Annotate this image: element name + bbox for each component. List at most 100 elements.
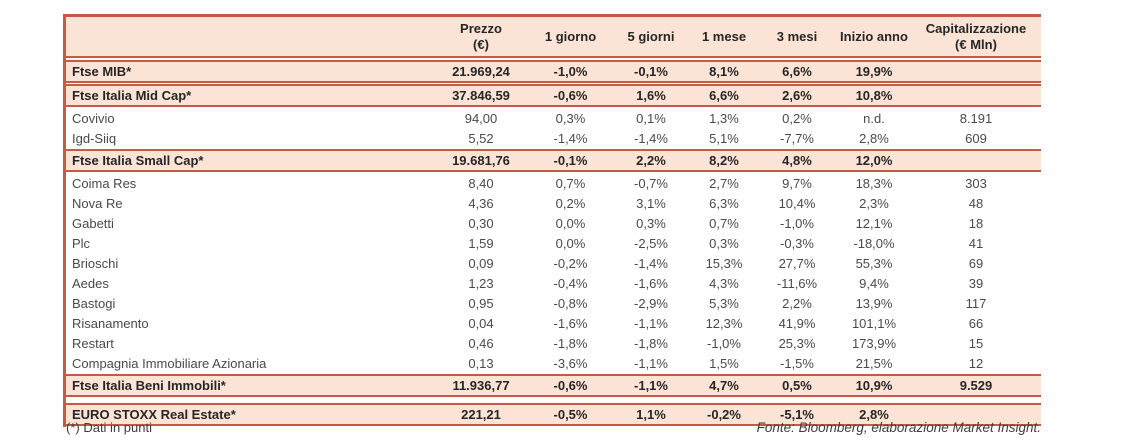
column-header-cap: Capitalizzazione (€ Mln) — [925, 20, 1027, 52]
cell-5-giorni: -1,1% — [634, 315, 668, 331]
cell-capitalizzazione: 8.191 — [959, 110, 993, 126]
table-row: Igd-Siiq 5,52 -1,4% -1,4% 5,1% -7,7% 2,8… — [66, 128, 1041, 148]
cell-prezzo: 5,52 — [468, 130, 494, 146]
cell-inizio-anno: 21,5% — [855, 355, 893, 371]
cell-capitalizzazione: 12 — [968, 355, 984, 371]
cell-1-giorno: -0,6% — [553, 88, 588, 103]
cell-1-giorno: -1,6% — [553, 315, 588, 331]
cell-1-mese: 0,3% — [709, 235, 739, 251]
table-row: Covivio 94,00 0,3% 0,1% 1,3% 0,2% n.d. 8… — [66, 108, 1041, 128]
cell-1-mese: 1,3% — [709, 110, 739, 126]
cell-1-giorno: -0,6% — [553, 378, 588, 393]
cell-1-giorno: -0,5% — [553, 407, 588, 422]
cell-capitalizzazione: 69 — [968, 255, 984, 271]
cell-3-mesi: 2,2% — [782, 295, 812, 311]
table-row: Plc 1,59 0,0% -2,5% 0,3% -0,3% -18,0% 41 — [66, 233, 1041, 253]
cell-1-mese: 6,6% — [709, 88, 739, 103]
cell-name: Igd-Siiq — [72, 130, 117, 146]
column-header-prezzo: Prezzo (€) — [460, 20, 502, 52]
cell-inizio-anno: 12,0% — [855, 153, 893, 168]
cell-5-giorni: 3,1% — [636, 195, 666, 211]
cell-name: Coima Res — [72, 175, 137, 191]
cell-3-mesi: -5,1% — [780, 407, 814, 422]
cell-5-giorni: -0,1% — [634, 64, 668, 79]
cell-3-mesi: 25,3% — [778, 335, 816, 351]
cell-inizio-anno: 19,9% — [855, 64, 893, 79]
column-header-g1: 1 giorno — [544, 28, 597, 44]
cell-prezzo: 1,23 — [468, 275, 494, 291]
cell-name: EURO STOXX Real Estate* — [72, 407, 236, 422]
cell-inizio-anno: 2,8% — [859, 130, 889, 146]
cell-1-giorno: -1,4% — [553, 130, 588, 146]
cell-prezzo: 0,30 — [468, 215, 494, 231]
cell-name: Ftse Italia Small Cap* — [72, 153, 204, 168]
cell-capitalizzazione: 15 — [968, 335, 984, 351]
cell-5-giorni: 1,1% — [636, 407, 666, 422]
table-row: Ftse Italia Mid Cap* 37.846,59 -0,6% 1,6… — [66, 84, 1041, 107]
source-credit: Fonte: Bloomberg, elaborazione Market In… — [756, 420, 1041, 435]
cell-1-mese: 5,3% — [709, 295, 739, 311]
table-row: Ftse Italia Beni Immobili* 11.936,77 -0,… — [66, 374, 1041, 397]
cell-5-giorni: -0,7% — [634, 175, 668, 191]
cell-prezzo: 221,21 — [461, 407, 501, 422]
cell-name: Nova Re — [72, 195, 123, 211]
cell-1-mese: 4,3% — [709, 275, 739, 291]
cell-3-mesi: -7,7% — [780, 130, 814, 146]
cell-name: Compagnia Immobiliare Azionaria — [72, 355, 267, 371]
cell-1-giorno: -0,8% — [553, 295, 588, 311]
cell-capitalizzazione: 609 — [965, 130, 987, 146]
table-row: Brioschi 0,09 -0,2% -1,4% 15,3% 27,7% 55… — [66, 253, 1041, 273]
cell-5-giorni: 0,1% — [636, 110, 666, 126]
cell-1-giorno: 0,7% — [555, 175, 586, 191]
table-row: Ftse MIB* 21.969,24 -1,0% -0,1% 8,1% 6,6… — [66, 60, 1041, 83]
cell-name: Risanamento — [72, 315, 149, 331]
cell-3-mesi: 0,5% — [782, 378, 812, 393]
cell-5-giorni: -1,4% — [634, 130, 668, 146]
cell-1-mese: 12,3% — [705, 315, 743, 331]
cell-name: Gabetti — [72, 215, 114, 231]
cell-1-mese: 8,1% — [709, 64, 739, 79]
cell-1-mese: 5,1% — [709, 130, 739, 146]
cell-5-giorni: 0,3% — [636, 215, 666, 231]
cell-3-mesi: -11,6% — [776, 275, 818, 291]
cell-3-mesi: -1,0% — [780, 215, 814, 231]
cell-3-mesi: 10,4% — [778, 195, 816, 211]
cell-capitalizzazione: 41 — [968, 235, 984, 251]
report-footer: (*) Dati in punti Fonte: Bloomberg, elab… — [63, 420, 1041, 435]
cell-1-mese: 1,5% — [709, 355, 739, 371]
cell-name: Bastogi — [72, 295, 116, 311]
cell-1-mese: 4,7% — [709, 378, 739, 393]
report-table-rows: Ftse MIB* 21.969,24 -1,0% -0,1% 8,1% 6,6… — [66, 60, 1041, 426]
cell-inizio-anno: 2,8% — [859, 407, 889, 422]
table-row: Risanamento 0,04 -1,6% -1,1% 12,3% 41,9%… — [66, 313, 1041, 333]
cell-prezzo: 0,09 — [468, 255, 494, 271]
table-row: Aedes 1,23 -0,4% -1,6% 4,3% -11,6% 9,4% … — [66, 273, 1041, 293]
cell-5-giorni: -1,8% — [634, 335, 668, 351]
cell-3-mesi: 27,7% — [778, 255, 816, 271]
cell-inizio-anno: 173,9% — [851, 335, 897, 351]
cell-5-giorni: -1,4% — [634, 255, 668, 271]
cell-capitalizzazione: 303 — [965, 175, 987, 191]
cell-inizio-anno: 9,4% — [859, 275, 889, 291]
cell-capitalizzazione: 9.529 — [959, 378, 993, 393]
column-header-m3: 3 mesi — [776, 28, 818, 44]
cell-1-mese: 8,2% — [709, 153, 739, 168]
cell-1-giorno: -0,1% — [553, 153, 588, 168]
cell-1-mese: 6,3% — [709, 195, 739, 211]
cell-inizio-anno: n.d. — [863, 110, 885, 126]
cell-3-mesi: 41,9% — [778, 315, 816, 331]
cell-inizio-anno: 18,3% — [855, 175, 893, 191]
cell-3-mesi: 4,8% — [782, 153, 812, 168]
cell-5-giorni: -1,1% — [634, 355, 668, 371]
column-header-inizio: Inizio anno — [840, 28, 908, 44]
report-table: Prezzo (€) 1 giorno 5 giorni 1 mese 3 mesi Ini… — [63, 14, 1041, 427]
cell-5-giorni: -2,5% — [634, 235, 668, 251]
cell-name: Brioschi — [72, 255, 119, 271]
cell-3-mesi: 2,6% — [782, 88, 812, 103]
footnote: (*) Dati in punti — [66, 420, 152, 435]
cell-capitalizzazione: 117 — [965, 295, 987, 311]
cell-prezzo: 21.969,24 — [452, 64, 510, 79]
cell-3-mesi: 9,7% — [782, 175, 812, 191]
table-row: Ftse Italia Small Cap* 19.681,76 -0,1% 2… — [66, 149, 1041, 172]
cell-name: Ftse MIB* — [72, 64, 132, 79]
